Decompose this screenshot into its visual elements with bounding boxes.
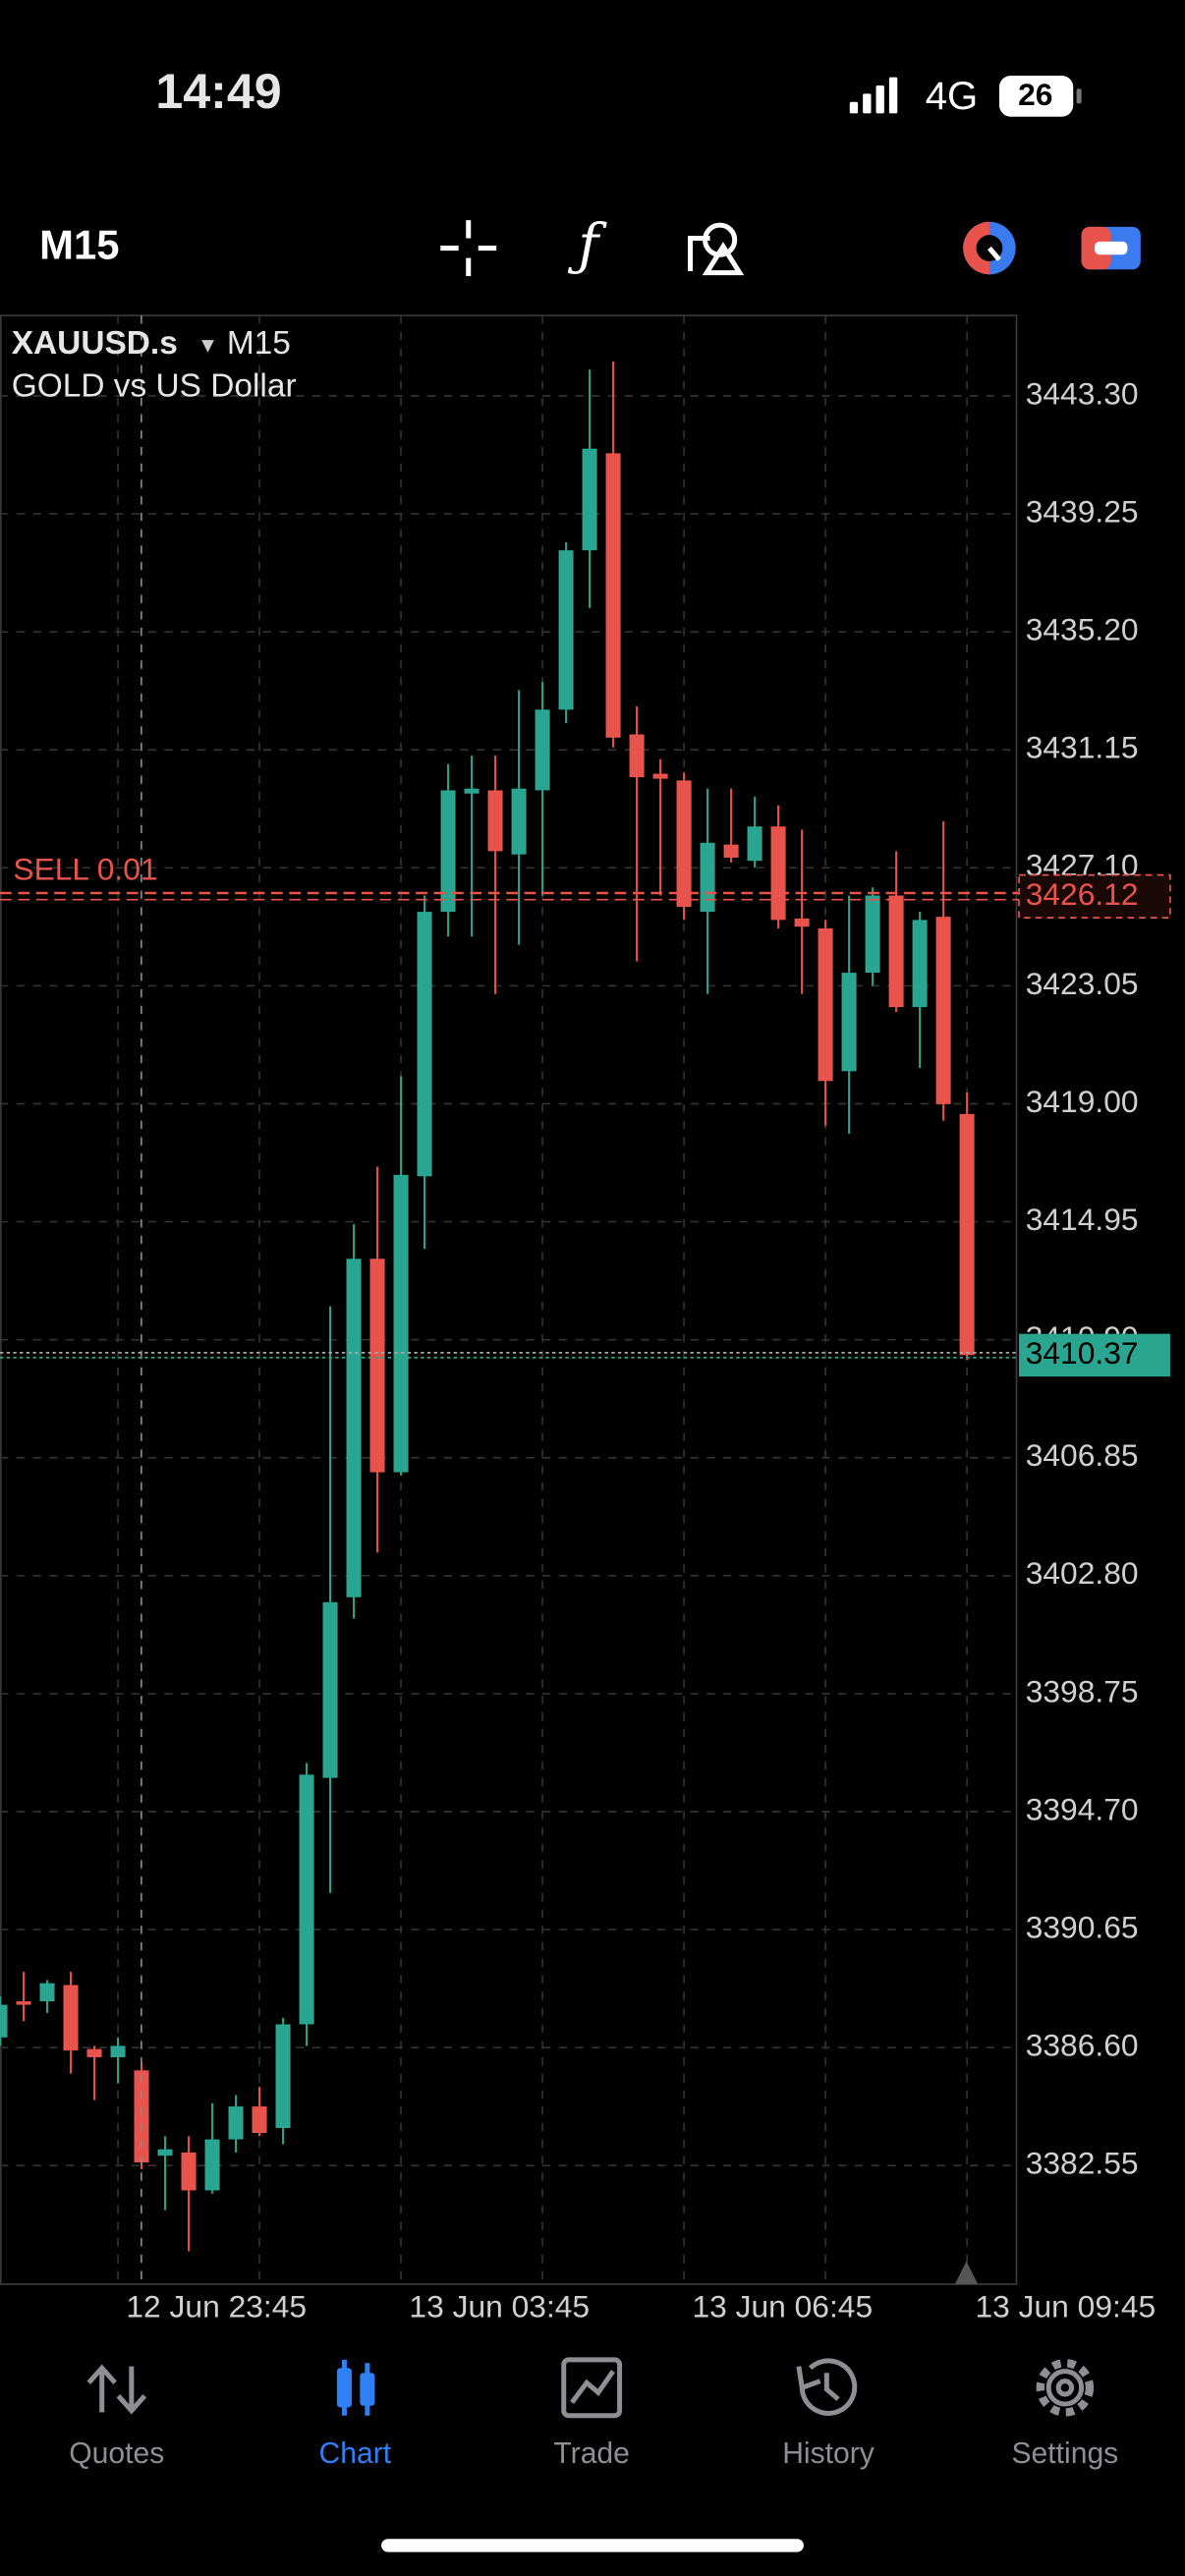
candle-body xyxy=(912,920,928,1008)
candle-body xyxy=(865,895,880,974)
last-price-box xyxy=(1019,1333,1170,1377)
chart-subtitle: GOLD vs US Dollar xyxy=(12,368,297,405)
order-price-box xyxy=(1018,873,1171,919)
symbol-dropdown[interactable]: ▼ xyxy=(198,333,219,358)
status-time: 14:49 xyxy=(155,64,281,119)
candle-body xyxy=(794,918,810,927)
tab-label[interactable]: Trade xyxy=(553,2437,630,2470)
home-indicator xyxy=(381,2539,804,2552)
battery-tip xyxy=(1076,88,1082,104)
candle-body xyxy=(511,788,527,855)
candle-body xyxy=(16,2001,31,2005)
candle-body xyxy=(629,734,645,778)
candle-body xyxy=(841,973,857,1072)
objects-tool[interactable] xyxy=(688,222,745,276)
y-tick-label: 3398.75 xyxy=(1026,1673,1139,1708)
tab-icon[interactable] xyxy=(86,2364,147,2415)
y-tick-label: 3390.65 xyxy=(1026,1909,1139,1944)
order-price: 3426.12 xyxy=(1026,876,1139,912)
candle-body xyxy=(676,780,692,908)
candle-body xyxy=(818,927,833,1082)
candle-body xyxy=(605,453,621,738)
tab-icon[interactable] xyxy=(336,2359,375,2416)
candle-body xyxy=(464,788,480,794)
x-tick-label: 13 Jun 06:45 xyxy=(692,2288,873,2324)
network-label: 4G xyxy=(926,74,979,118)
candle-body xyxy=(204,2139,220,2191)
trade-icon[interactable] xyxy=(1081,226,1141,270)
candle-body xyxy=(417,912,432,1177)
y-tick-label: 3419.00 xyxy=(1026,1084,1139,1119)
tab-icon[interactable] xyxy=(796,2358,858,2416)
candle-body xyxy=(110,2045,126,2057)
y-tick-label: 3435.20 xyxy=(1026,612,1139,647)
account-icon[interactable] xyxy=(963,221,1016,275)
candle-body xyxy=(652,773,668,779)
y-tick-label: 3394.70 xyxy=(1026,1791,1139,1826)
y-tick-label: 3382.55 xyxy=(1026,2146,1139,2181)
tab-label[interactable]: History xyxy=(782,2437,875,2470)
battery-label: 26 xyxy=(1018,77,1052,112)
candle-body xyxy=(487,790,503,852)
last-price: 3410.37 xyxy=(1026,1335,1139,1371)
candle-body xyxy=(723,844,739,858)
chart-frame xyxy=(0,314,1018,2285)
y-tick-label: 3406.85 xyxy=(1026,1437,1139,1473)
candle-body xyxy=(228,2106,244,2140)
tab-icon[interactable] xyxy=(561,2357,623,2419)
candle-body xyxy=(39,1983,55,2002)
x-tick-label: 13 Jun 09:45 xyxy=(975,2288,1156,2324)
chart-timeframe: M15 xyxy=(227,325,291,362)
candle-body xyxy=(369,1259,385,1473)
candle-body xyxy=(275,2024,291,2129)
tab-label[interactable]: Quotes xyxy=(69,2437,164,2470)
candle-body xyxy=(700,842,715,913)
candle-body xyxy=(888,895,904,1008)
y-tick-label: 3431.15 xyxy=(1026,730,1139,765)
scroll-marker xyxy=(954,2261,979,2284)
x-tick-label: 13 Jun 03:45 xyxy=(409,2288,590,2324)
crosshair-tool[interactable] xyxy=(440,220,497,277)
candle-body xyxy=(181,2152,197,2191)
plot-area: 3443.303439.253435.203431.153427.103423.… xyxy=(0,315,1156,2324)
candle-body xyxy=(440,790,456,913)
tab-label[interactable]: Settings xyxy=(1012,2437,1119,2470)
candle-body xyxy=(252,2106,267,2134)
candle-body xyxy=(959,1113,975,1356)
y-tick-label: 3402.80 xyxy=(1026,1555,1139,1591)
chart-symbol[interactable]: XAUUSD.s xyxy=(12,325,178,362)
candle-body xyxy=(935,917,951,1104)
candle-body xyxy=(747,826,762,862)
candle-body xyxy=(157,2149,173,2156)
order-label: SELL 0.01 xyxy=(13,852,157,887)
tab-label[interactable]: Chart xyxy=(319,2437,392,2470)
candle-body xyxy=(346,1259,362,1597)
y-tick-label: 3443.30 xyxy=(1026,375,1139,411)
candle-body xyxy=(86,2048,102,2057)
signal-icon xyxy=(849,77,898,114)
y-tick-label: 3386.60 xyxy=(1026,2028,1139,2063)
y-tick-label: 3423.05 xyxy=(1026,966,1139,1001)
tab-bar: Quotes Chart Trade History Settings xyxy=(69,2357,1119,2470)
candle-body xyxy=(134,2070,149,2163)
candle-body xyxy=(0,2004,8,2038)
candle-body xyxy=(393,1174,409,1473)
battery-icon xyxy=(998,75,1074,117)
candle-body xyxy=(535,709,550,791)
candle-body xyxy=(322,1601,338,1778)
candle-body xyxy=(770,826,786,921)
tab-icon[interactable] xyxy=(1036,2359,1095,2417)
candle-body xyxy=(582,448,597,551)
candle-body xyxy=(558,550,574,710)
indicators-tool[interactable]: ƒ xyxy=(567,213,607,278)
y-tick-label: 3414.95 xyxy=(1026,1202,1139,1237)
y-tick-label: 3439.25 xyxy=(1026,493,1139,529)
x-tick-label: 12 Jun 23:45 xyxy=(126,2288,307,2324)
candle-body xyxy=(63,1985,79,2051)
candle-body xyxy=(299,1774,314,2025)
timeframe-button[interactable]: M15 xyxy=(39,222,119,268)
